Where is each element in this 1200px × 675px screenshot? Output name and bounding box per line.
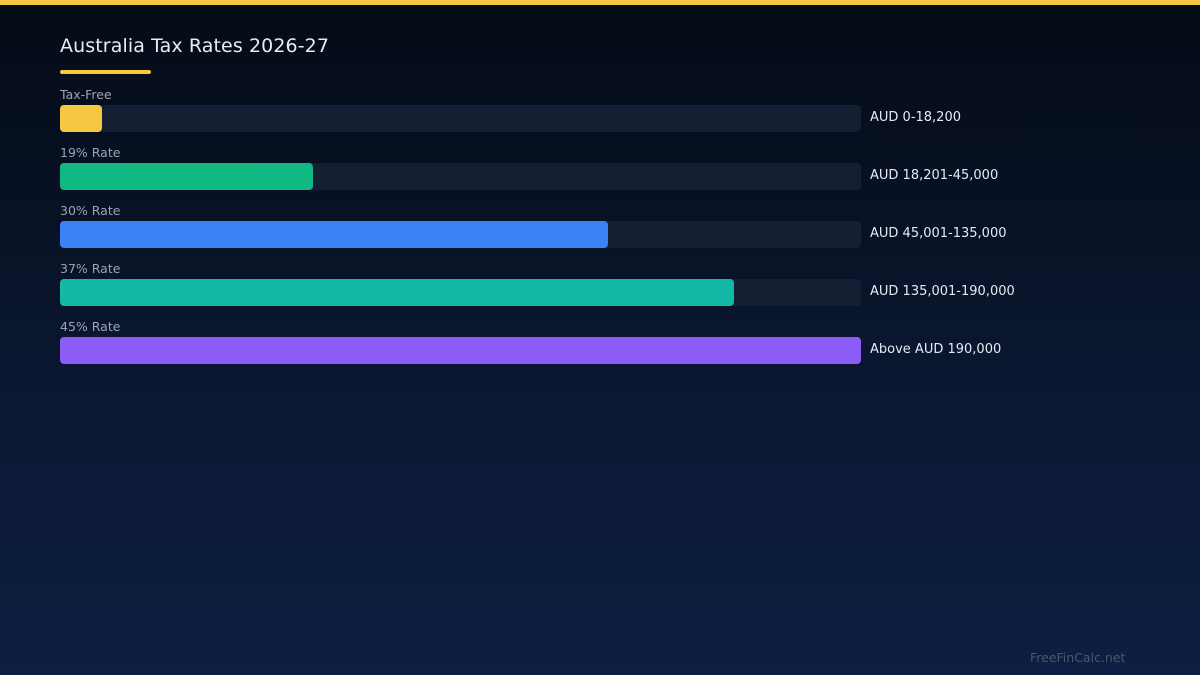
bar-category-label: 37% Rate: [60, 261, 121, 276]
bar-track: [60, 163, 861, 190]
bar-category-label: 45% Rate: [60, 319, 121, 334]
bar-row: Tax-Free AUD 0-18,200: [60, 88, 1160, 144]
bar: [60, 105, 102, 132]
bar-value-label: AUD 135,001-190,000: [870, 284, 1015, 299]
bar-category-label: 19% Rate: [60, 145, 121, 160]
bar-row: 45% Rate Above AUD 190,000: [60, 320, 1160, 376]
bar: [60, 337, 861, 364]
bar: [60, 163, 313, 190]
bar-value-label: AUD 45,001-135,000: [870, 226, 1007, 241]
bar-value-label: AUD 0-18,200: [870, 110, 961, 125]
bar-category-label: 30% Rate: [60, 203, 121, 218]
bar-track: [60, 221, 861, 248]
watermark: FreeFinCalc.net: [1030, 650, 1126, 665]
bar: [60, 279, 734, 306]
bar: [60, 221, 608, 248]
bar-category-label: Tax-Free: [60, 87, 112, 102]
bar-value-label: AUD 18,201-45,000: [870, 168, 999, 183]
bar-track: [60, 105, 861, 132]
chart-title: Australia Tax Rates 2026-27: [60, 35, 330, 57]
title-underline: [60, 70, 151, 74]
top-accent-bar: [0, 0, 1200, 5]
bar-track: [60, 337, 861, 364]
bar-value-label: Above AUD 190,000: [870, 342, 1002, 357]
bar-track: [60, 279, 861, 306]
bar-row: 19% Rate AUD 18,201-45,000: [60, 146, 1160, 202]
bar-row: 30% Rate AUD 45,001-135,000: [60, 204, 1160, 260]
bar-row: 37% Rate AUD 135,001-190,000: [60, 262, 1160, 318]
